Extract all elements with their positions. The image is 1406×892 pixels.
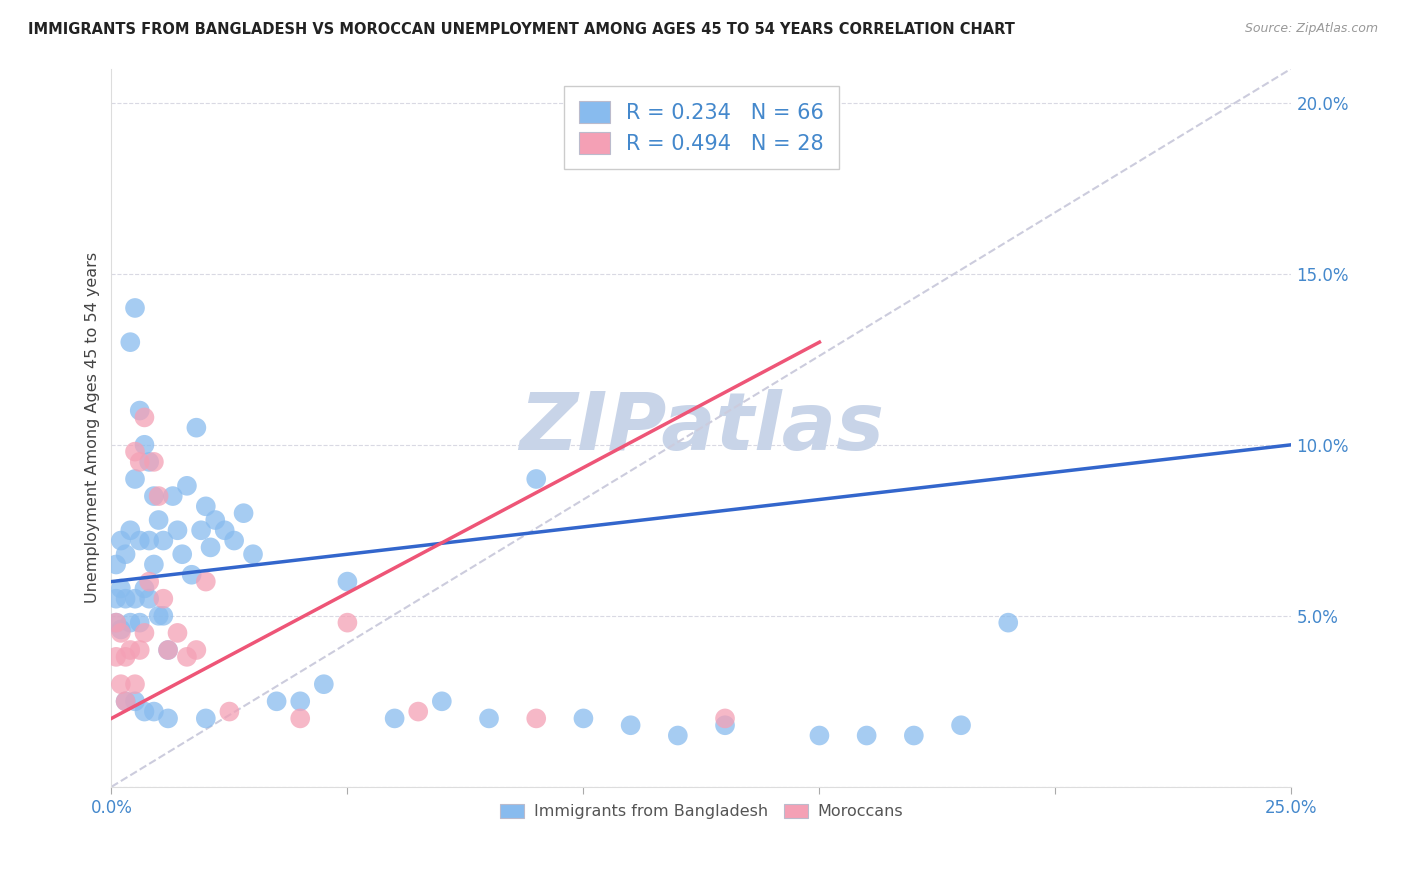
- Point: [124, 301, 146, 315]
- Point: [997, 615, 1019, 630]
- Point: [157, 643, 180, 657]
- Point: [124, 472, 146, 486]
- Point: [336, 615, 359, 630]
- Point: [142, 455, 165, 469]
- Point: [290, 694, 312, 708]
- Point: [134, 438, 156, 452]
- Point: [666, 729, 689, 743]
- Point: [124, 694, 146, 708]
- Point: [105, 615, 128, 630]
- Point: [808, 729, 831, 743]
- Point: [152, 533, 174, 548]
- Point: [138, 591, 160, 606]
- Point: [110, 582, 132, 596]
- Text: IMMIGRANTS FROM BANGLADESH VS MOROCCAN UNEMPLOYMENT AMONG AGES 45 TO 54 YEARS CO: IMMIGRANTS FROM BANGLADESH VS MOROCCAN U…: [28, 22, 1015, 37]
- Point: [176, 649, 198, 664]
- Point: [166, 523, 188, 537]
- Point: [186, 420, 208, 434]
- Point: [114, 694, 136, 708]
- Point: [142, 558, 165, 572]
- Point: [572, 711, 595, 725]
- Point: [105, 591, 128, 606]
- Point: [148, 513, 170, 527]
- Point: [950, 718, 973, 732]
- Point: [194, 500, 217, 514]
- Point: [152, 591, 174, 606]
- Point: [478, 711, 501, 725]
- Point: [120, 643, 142, 657]
- Point: [200, 541, 222, 555]
- Point: [855, 729, 877, 743]
- Point: [157, 711, 180, 725]
- Point: [128, 533, 150, 548]
- Text: ZIPatlas: ZIPatlas: [519, 389, 884, 467]
- Point: [406, 705, 429, 719]
- Point: [524, 711, 547, 725]
- Point: [180, 567, 202, 582]
- Point: [148, 489, 170, 503]
- Point: [124, 677, 146, 691]
- Point: [142, 489, 165, 503]
- Point: [620, 718, 643, 732]
- Point: [162, 489, 184, 503]
- Point: [152, 608, 174, 623]
- Point: [214, 523, 236, 537]
- Point: [134, 705, 156, 719]
- Point: [114, 547, 136, 561]
- Point: [114, 591, 136, 606]
- Point: [336, 574, 359, 589]
- Point: [186, 643, 208, 657]
- Point: [312, 677, 335, 691]
- Point: [105, 558, 128, 572]
- Point: [714, 711, 737, 725]
- Point: [110, 677, 132, 691]
- Point: [120, 523, 142, 537]
- Point: [124, 591, 146, 606]
- Point: [128, 615, 150, 630]
- Point: [266, 694, 288, 708]
- Point: [232, 506, 254, 520]
- Point: [242, 547, 264, 561]
- Point: [142, 705, 165, 719]
- Point: [194, 574, 217, 589]
- Y-axis label: Unemployment Among Ages 45 to 54 years: Unemployment Among Ages 45 to 54 years: [86, 252, 100, 603]
- Point: [110, 626, 132, 640]
- Point: [110, 623, 132, 637]
- Point: [218, 705, 240, 719]
- Point: [134, 626, 156, 640]
- Point: [194, 711, 217, 725]
- Point: [128, 643, 150, 657]
- Point: [204, 513, 226, 527]
- Point: [105, 615, 128, 630]
- Text: Source: ZipAtlas.com: Source: ZipAtlas.com: [1244, 22, 1378, 36]
- Point: [224, 533, 246, 548]
- Legend: Immigrants from Bangladesh, Moroccans: Immigrants from Bangladesh, Moroccans: [494, 797, 910, 825]
- Point: [157, 643, 180, 657]
- Point: [176, 479, 198, 493]
- Point: [128, 403, 150, 417]
- Point: [524, 472, 547, 486]
- Point: [120, 335, 142, 350]
- Point: [714, 718, 737, 732]
- Point: [172, 547, 194, 561]
- Point: [138, 455, 160, 469]
- Point: [903, 729, 925, 743]
- Point: [430, 694, 453, 708]
- Point: [114, 649, 136, 664]
- Point: [134, 410, 156, 425]
- Point: [110, 533, 132, 548]
- Point: [148, 608, 170, 623]
- Point: [190, 523, 212, 537]
- Point: [166, 626, 188, 640]
- Point: [114, 694, 136, 708]
- Point: [290, 711, 312, 725]
- Point: [120, 615, 142, 630]
- Point: [128, 455, 150, 469]
- Point: [138, 574, 160, 589]
- Point: [384, 711, 406, 725]
- Point: [124, 444, 146, 458]
- Point: [105, 649, 128, 664]
- Point: [138, 533, 160, 548]
- Point: [134, 582, 156, 596]
